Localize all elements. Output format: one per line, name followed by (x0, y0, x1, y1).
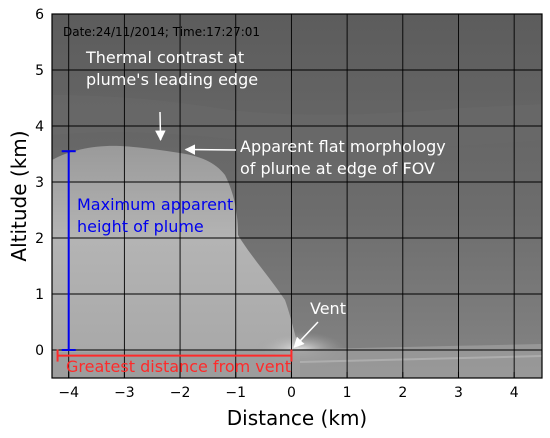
annotation-flat: Apparent flat morphology of plume at edge… (184, 137, 446, 178)
ground-band (52, 344, 542, 378)
y-tick-label: 4 (35, 119, 44, 135)
x-tick-label: −3 (114, 385, 135, 401)
annotation-text: height of plume (77, 217, 204, 236)
y-tick-label: 2 (35, 231, 44, 247)
x-axis-label: Distance (km) (227, 406, 367, 430)
ground-line (299, 355, 542, 363)
y-tick-label: 6 (35, 7, 44, 23)
y-tick-label: 5 (35, 63, 44, 79)
annotation-text: Greatest distance from vent (66, 357, 291, 376)
x-tick-label: 4 (510, 385, 519, 401)
plume-shape (52, 145, 300, 378)
y-tick-label: 0 (35, 343, 44, 359)
annotation-text: Apparent flat morphology (240, 137, 446, 156)
annotation-text: of plume at edge of FOV (240, 159, 435, 178)
x-ticks: −4 −3 −2 −1 0 1 2 3 4 (58, 372, 519, 401)
timestamp: Date:24/11/2014; Time:17:27:01 (63, 25, 260, 39)
annotation-text: Vent (310, 299, 346, 318)
annotation-vent: Vent (293, 299, 346, 348)
y-tick-label: 1 (35, 287, 44, 303)
annotation-text: Maximum apparent (77, 195, 233, 214)
annotation-maxheight: Maximum apparent height of plume (61, 150, 233, 351)
y-ticks: 0 1 2 3 4 5 6 (35, 7, 58, 359)
axes-frame (51, 13, 543, 379)
annotation-arrow (155, 111, 166, 142)
plume-haze (52, 95, 542, 148)
x-tick-label: −2 (170, 385, 191, 401)
annotation-text: Thermal contrast at (85, 48, 244, 67)
x-tick-label: −4 (58, 385, 79, 401)
annotation-distance: Greatest distance from vent (56, 349, 293, 376)
x-tick-label: 2 (398, 385, 407, 401)
y-tick-label: 3 (35, 175, 44, 191)
x-tick-label: 3 (454, 385, 463, 401)
x-tick-label: 0 (287, 385, 296, 401)
x-tick-label: −1 (225, 385, 246, 401)
x-tick-label: 1 (343, 385, 352, 401)
annotations: Thermal contrast at plume's leading edge A… (56, 48, 446, 376)
annotation-thermal: Thermal contrast at plume's leading edge (85, 48, 258, 142)
thermal-image (52, 14, 542, 378)
y-axis-label: Altitude (km) (7, 130, 31, 261)
annotation-text: plume's leading edge (86, 70, 258, 89)
annotation-arrow (293, 321, 319, 348)
